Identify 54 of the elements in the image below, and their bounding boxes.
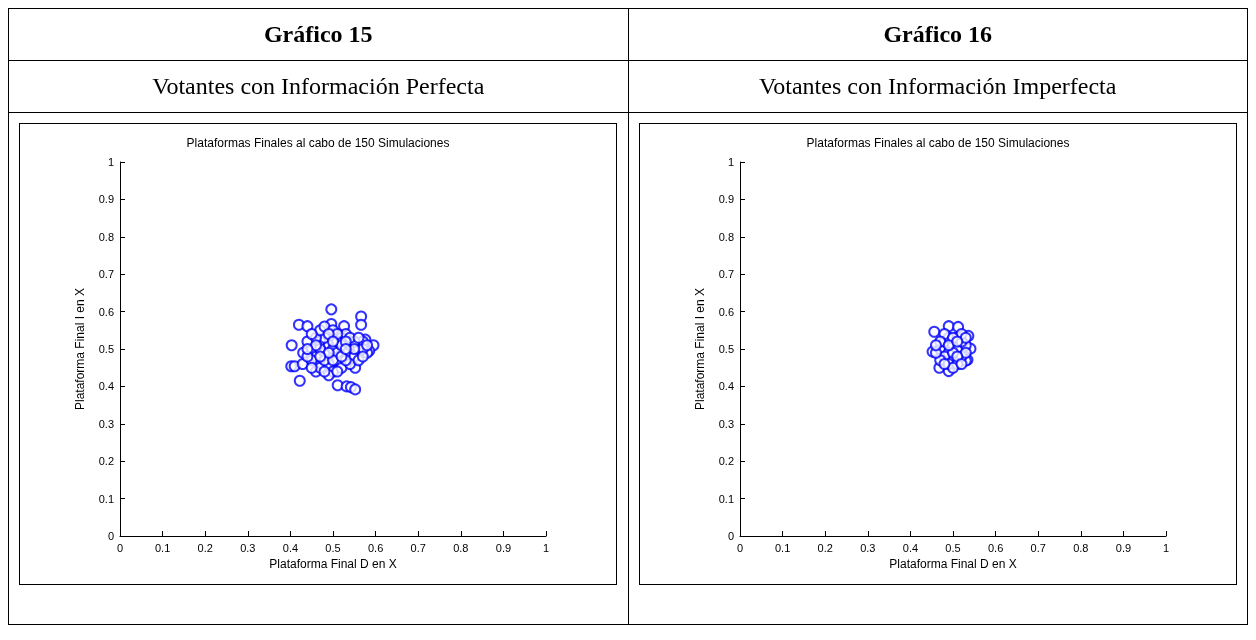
x-tick-label: 0.2 bbox=[197, 541, 213, 554]
y-tick-label: 0.2 bbox=[718, 455, 734, 468]
y-tick-label: 0.6 bbox=[98, 305, 114, 318]
x-tick-label: 0.8 bbox=[1072, 541, 1088, 554]
y-tick-label: 0.9 bbox=[98, 193, 114, 206]
x-tick-label: 0.2 bbox=[817, 541, 833, 554]
x-tick-label: 0.9 bbox=[1115, 541, 1131, 554]
x-axis-title: Plataforma Final D en X bbox=[888, 557, 1017, 571]
y-axis-title: Plataforma Final I en X bbox=[73, 287, 87, 411]
y-tick-label: 0.9 bbox=[718, 193, 734, 206]
x-tick-label: 0.4 bbox=[902, 541, 918, 554]
x-tick-label: 0 bbox=[736, 541, 743, 554]
y-tick-label: 1 bbox=[727, 156, 734, 168]
y-tick-label: 0.8 bbox=[98, 230, 114, 243]
y-tick-label: 0.7 bbox=[718, 268, 734, 281]
x-tick-label: 1 bbox=[542, 541, 550, 554]
y-tick-label: 0 bbox=[107, 530, 114, 542]
x-tick-label: 0.6 bbox=[987, 541, 1003, 554]
chart-subtitle: Votantes con Información Imperfecta bbox=[628, 60, 1248, 113]
y-tick-label: 0.5 bbox=[718, 343, 734, 355]
x-tick-label: 0.6 bbox=[367, 541, 384, 554]
y-tick-label: 0.7 bbox=[98, 268, 114, 281]
y-tick-label: 0.3 bbox=[98, 417, 114, 430]
x-tick-label: 0.5 bbox=[944, 541, 961, 554]
x-tick-label: 0.3 bbox=[240, 541, 256, 554]
x-tick-label: 1 bbox=[1162, 541, 1169, 554]
y-axis-title: Plataforma Final I en X bbox=[692, 287, 707, 411]
y-tick-label: 0.4 bbox=[718, 380, 734, 393]
chart-title: Gráfico 16 bbox=[628, 8, 1248, 61]
y-tick-label: 0.5 bbox=[98, 343, 114, 355]
text: Plataformas Finales al cabo de 150 Simulaciones bbox=[186, 136, 450, 150]
x-tick-label: 0.7 bbox=[1030, 541, 1046, 554]
y-tick-label: 0 bbox=[727, 530, 734, 542]
y-tick-label: 0.4 bbox=[98, 380, 114, 393]
x-tick-label: 0.3 bbox=[859, 541, 875, 554]
x-tick-label: 0.9 bbox=[495, 541, 512, 554]
y-tick-label: 0.1 bbox=[98, 492, 114, 505]
x-tick-label: 0.8 bbox=[453, 541, 469, 554]
chart-title: Gráfico 15 bbox=[8, 8, 628, 61]
x-axis-title: Plataforma Final D en X bbox=[269, 557, 397, 571]
x-tick-label: 0.1 bbox=[774, 541, 790, 554]
text: Plataformas Finales al cabo de 150 Simulaciones bbox=[806, 136, 1069, 150]
x-tick-label: 0.7 bbox=[410, 541, 426, 554]
chart-subtitle: Votantes con Información Perfecta bbox=[8, 60, 628, 113]
y-tick-label: 0.3 bbox=[718, 417, 734, 430]
y-tick-label: 0.6 bbox=[718, 305, 734, 318]
y-tick-label: 0.8 bbox=[718, 230, 734, 243]
y-tick-label: 0.2 bbox=[98, 455, 114, 468]
x-tick-label: 0.5 bbox=[325, 541, 341, 554]
y-tick-label: 1 bbox=[107, 156, 114, 168]
y-tick-label: 0.1 bbox=[718, 492, 734, 505]
x-tick-label: 0.1 bbox=[154, 541, 171, 554]
x-tick-label: 0.4 bbox=[282, 541, 299, 554]
x-tick-label: 0 bbox=[116, 541, 124, 554]
